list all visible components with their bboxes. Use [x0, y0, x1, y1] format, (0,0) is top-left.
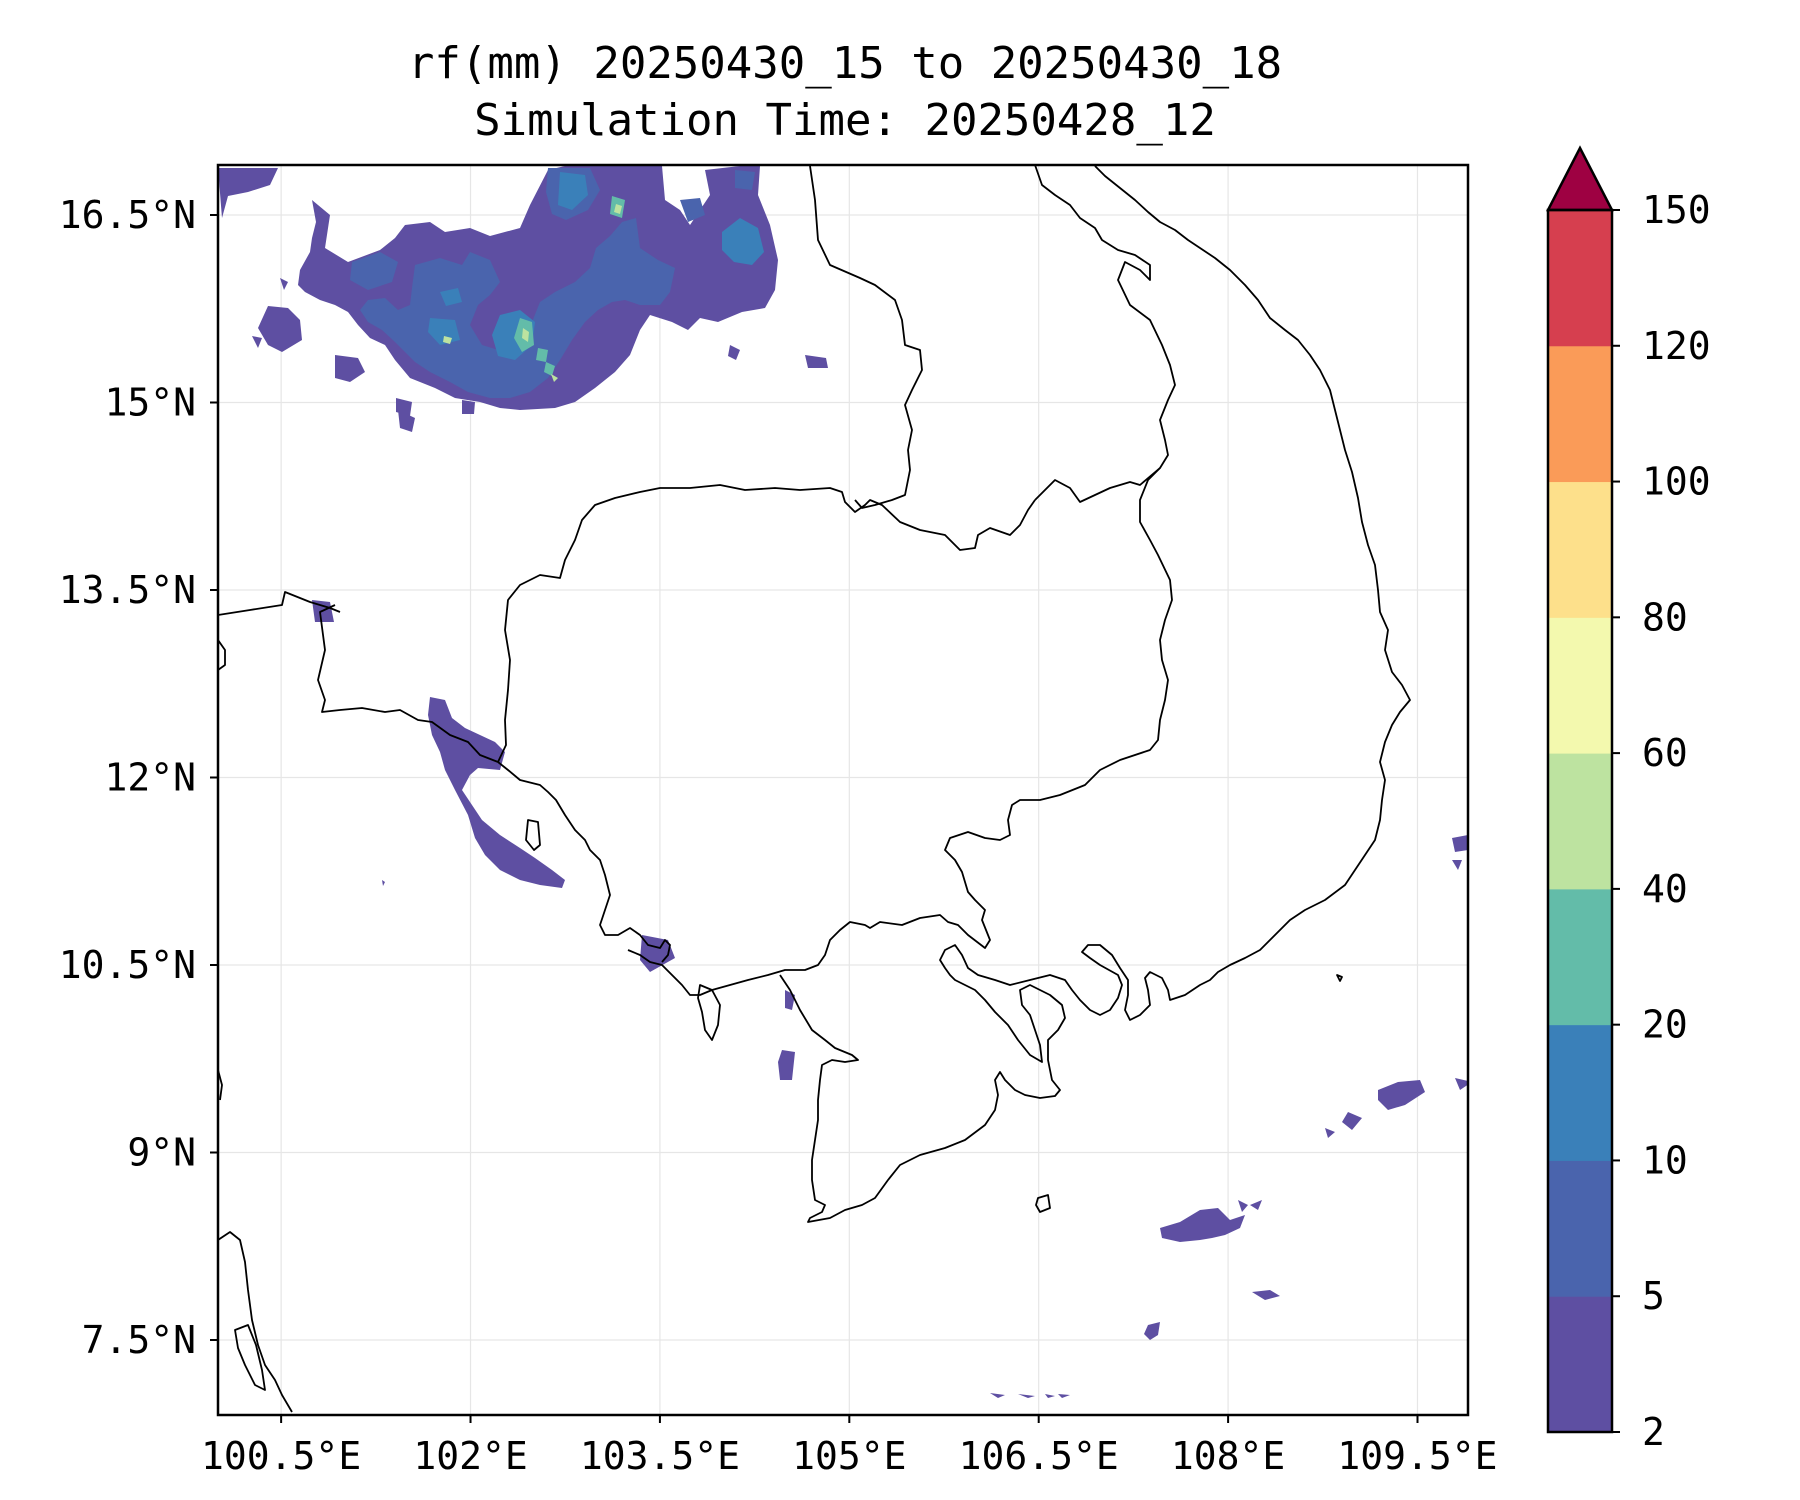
colorbar-tick-label: 10 [1642, 1138, 1688, 1182]
island-con-dao [1035, 1194, 1051, 1213]
border-cambodia-vietnam [627, 467, 1173, 996]
colorbar-tick-label: 20 [1642, 1003, 1688, 1047]
x-tick-label: 105°E [792, 1434, 906, 1478]
y-tick-label: 16.5°N [59, 193, 196, 237]
title-line-2: Simulation Time: 20250428_12 [474, 95, 1216, 146]
border-cambodia-west [497, 484, 1036, 763]
coastline-vietnam-mekong [779, 165, 1411, 1223]
map-frame [216, 163, 1470, 1417]
colorbar-frame [1546, 208, 1614, 1434]
coastline-cambodia [497, 761, 671, 963]
west-edge-coast-south [218, 1069, 223, 1101]
y-tick-label: 10.5°N [59, 943, 196, 987]
rain-area-northwest-intense [514, 196, 625, 376]
x-tick-label: 108°E [1171, 1434, 1285, 1478]
y-tick-label: 9°N [127, 1131, 196, 1175]
colorbar-tick-label: 80 [1642, 595, 1688, 639]
colorbar-segment [1548, 210, 1612, 347]
x-tick-label: 102°E [413, 1434, 527, 1478]
colorbar-segment [1548, 1296, 1612, 1433]
y-axis: 7.5°N 9°N 10.5°N 12°N 13.5°N 15°N 16.5°N [59, 193, 218, 1362]
colorbar-segment [1548, 345, 1612, 483]
x-tick-label: 109.5°E [1337, 1434, 1497, 1478]
colorbar-tick-label: 40 [1642, 867, 1688, 911]
colorbar-tick-label: 100 [1642, 460, 1711, 504]
colorbar-segment [1548, 888, 1612, 1026]
y-tick-label: 15°N [104, 381, 196, 425]
border-thailand-cambodia [317, 604, 499, 763]
malay-peninsula-coast [218, 1231, 293, 1413]
gridlines [218, 165, 1468, 1415]
colorbar-tick-label: 2 [1642, 1410, 1665, 1454]
colorbar-segment [1548, 1160, 1612, 1297]
x-tick-label: 103.5°E [580, 1434, 740, 1478]
rainfall-layer [218, 166, 1468, 1398]
colorbar-segment [1548, 1024, 1612, 1161]
border-laos-thailand [809, 165, 923, 509]
colorbar-segment [1548, 753, 1612, 890]
malay-peninsula-lagoon [234, 1324, 266, 1391]
coastlines-and-borders [218, 165, 1411, 1413]
rain-area-northwest [218, 166, 828, 432]
y-tick-label: 12°N [104, 756, 196, 800]
colorbar-segment [1548, 481, 1612, 618]
colorbar-tick-label: 60 [1642, 731, 1688, 775]
y-tick-label: 7.5°N [82, 1318, 196, 1362]
title-line-1: rf(mm) 20250430_15 to 20250430_18 [408, 38, 1282, 89]
colorbar-extend-arrow [1545, 145, 1615, 212]
colorbar-tick-label: 150 [1642, 188, 1711, 232]
colorbar: 2 5 10 20 40 60 80 100 120 150 [1545, 145, 1711, 1454]
island-south-small [1336, 974, 1343, 982]
west-edge-coast [218, 639, 226, 671]
border-cambodia-north-east [1034, 165, 1176, 503]
y-tick-label: 13.5°N [59, 568, 196, 612]
colorbar-tick-label: 120 [1642, 324, 1711, 368]
x-tick-label: 106.5°E [959, 1434, 1119, 1478]
island-koh-kong [525, 819, 541, 851]
island-phu-quoc [697, 984, 721, 1041]
colorbar-tick-label: 5 [1642, 1274, 1665, 1318]
x-tick-label: 100.5°E [201, 1434, 361, 1478]
map-panel: 100.5°E 102°E 103.5°E 105°E 106.5°E 108°E 109.… [59, 163, 1498, 1478]
rain-area-northwest-heavy [428, 172, 764, 360]
x-axis: 100.5°E 102°E 103.5°E 105°E 106.5°E 108°E 109.… [201, 1415, 1498, 1478]
colorbar-segment [1548, 617, 1612, 754]
